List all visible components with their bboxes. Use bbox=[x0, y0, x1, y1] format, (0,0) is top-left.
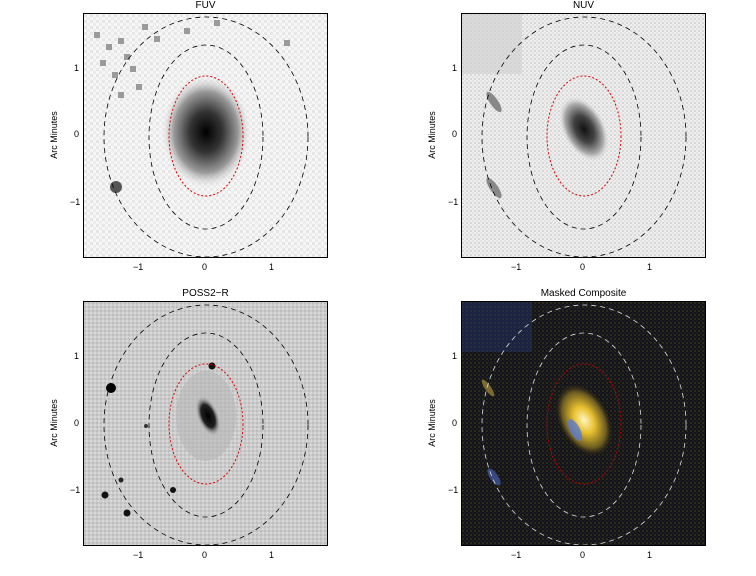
y-tick-label: 1 bbox=[452, 63, 458, 73]
y-axis-label-fuv: Arc Minutes bbox=[48, 111, 59, 159]
y-tick-label: −1 bbox=[70, 197, 81, 207]
x-tick-label: 0 bbox=[580, 262, 586, 272]
poss2r-image bbox=[83, 301, 328, 546]
x-tick-label: 0 bbox=[202, 550, 208, 560]
panel-title-poss2r: POSS2−R bbox=[182, 288, 229, 299]
x-tick-label: 1 bbox=[647, 550, 653, 560]
y-axis-label-composite: Arc Minutes bbox=[426, 399, 437, 447]
y-tick-label: 1 bbox=[452, 351, 458, 361]
y-tick-label: 0 bbox=[74, 129, 80, 139]
y-tick-label: 1 bbox=[74, 63, 80, 73]
y-tick-label: −1 bbox=[448, 485, 459, 495]
panel-title-fuv: FUV bbox=[195, 0, 216, 11]
panel-title-nuv: NUV bbox=[572, 0, 595, 11]
x-tick-label: −1 bbox=[511, 550, 522, 560]
fuv-image bbox=[83, 13, 328, 258]
y-tick-label: −1 bbox=[70, 485, 81, 495]
y-tick-label: 1 bbox=[74, 351, 80, 361]
panel-title-masked-composite: Masked Composite bbox=[540, 288, 627, 299]
x-tick-label: 0 bbox=[580, 550, 586, 560]
x-tick-label: 1 bbox=[269, 550, 275, 560]
y-tick-label: 0 bbox=[452, 129, 458, 139]
x-tick-label: −1 bbox=[511, 262, 522, 272]
x-tick-label: 1 bbox=[269, 262, 275, 272]
y-tick-label: −1 bbox=[448, 197, 459, 207]
x-tick-label: −1 bbox=[133, 262, 144, 272]
y-axis-label-poss2r: Arc Minutes bbox=[48, 399, 59, 447]
nuv-image bbox=[461, 13, 706, 258]
x-tick-label: −1 bbox=[133, 550, 144, 560]
y-tick-label: 0 bbox=[74, 418, 80, 428]
y-axis-label-nuv: Arc Minutes bbox=[426, 111, 437, 159]
x-tick-label: 0 bbox=[202, 262, 208, 272]
y-tick-label: 0 bbox=[452, 418, 458, 428]
composite-image bbox=[461, 301, 706, 546]
x-tick-label: 1 bbox=[647, 262, 653, 272]
